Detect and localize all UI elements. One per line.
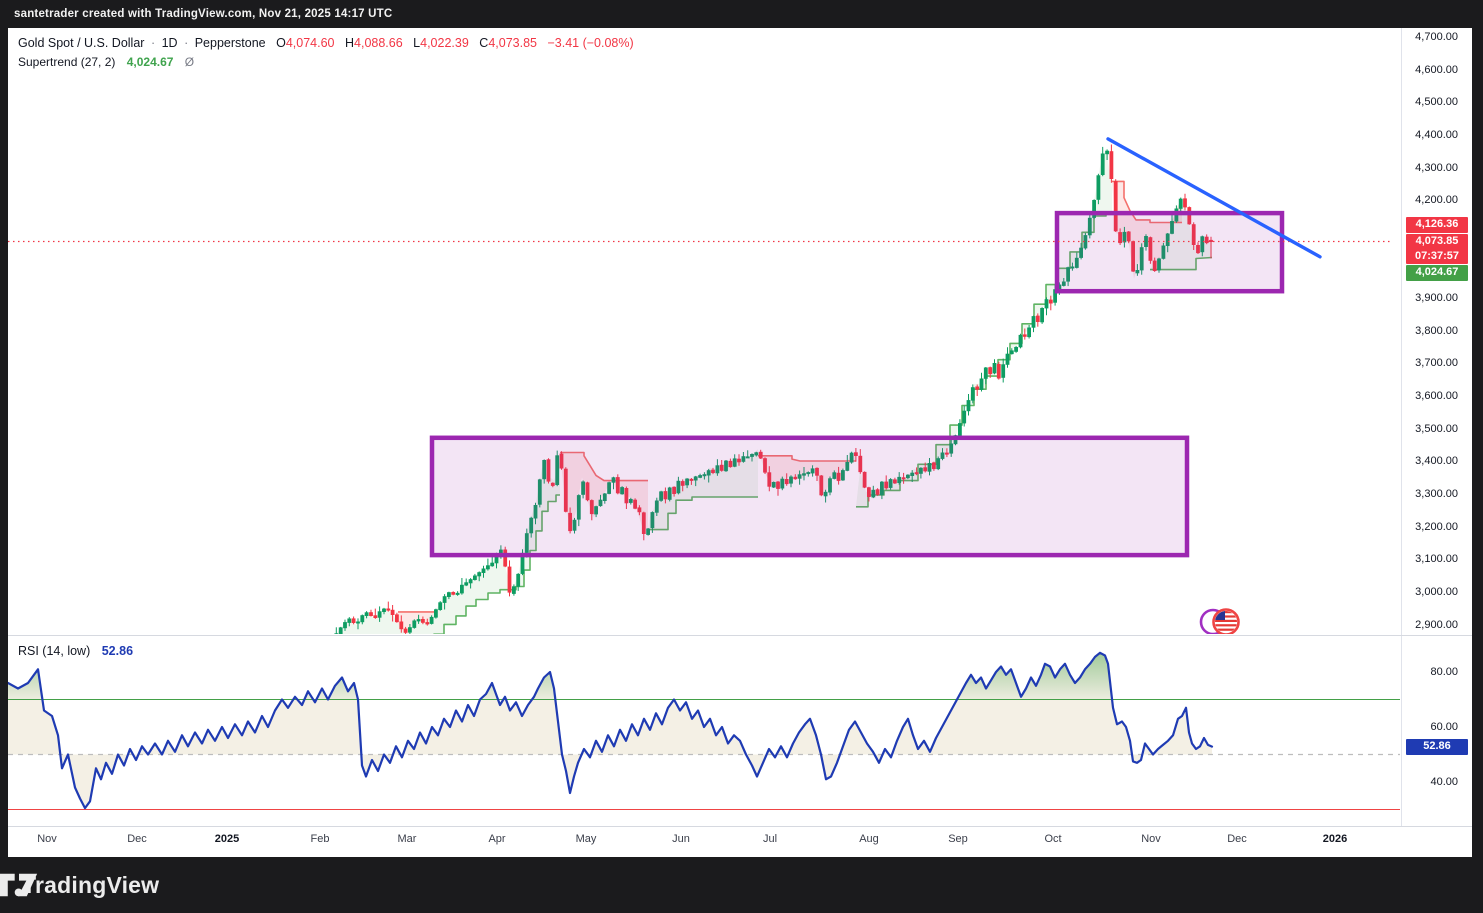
price-axis-label: 4,500.00 [1415, 96, 1458, 108]
price-axis-label: 3,500.00 [1415, 423, 1458, 435]
time-axis-label: Nov [1141, 833, 1161, 845]
economic-event-flag-icon[interactable] [1199, 608, 1240, 635]
separator: · [150, 36, 156, 50]
legend: Gold Spot / U.S. Dollar · 1D · Peppersto… [18, 34, 634, 72]
time-axis-label: 2026 [1322, 833, 1348, 845]
rsi-pane-canvas[interactable] [8, 637, 1472, 827]
price-axis-label: 3,600.00 [1415, 390, 1458, 402]
rsi-value: 52.86 [101, 644, 134, 658]
chart-shell: Gold Spot / U.S. Dollar · 1D · Peppersto… [8, 28, 1472, 857]
attribution-bar: santetrader created with TradingView.com… [0, 0, 1483, 28]
price-axis-label: 3,900.00 [1415, 292, 1458, 304]
time-axis-label: Nov [37, 833, 57, 845]
drawn-rectangle[interactable] [429, 435, 1190, 558]
supertrend-row[interactable]: Supertrend (27, 2) 4,024.67 Ø [18, 53, 634, 72]
low-label: L [413, 36, 421, 50]
rsi-axis-label: 80.00 [1430, 666, 1458, 678]
price-axis-label: 2,900.00 [1415, 619, 1458, 631]
high-label: H [344, 36, 355, 50]
time-axis[interactable]: Nov Dec 2025 Feb Mar Apr May Jun Jul Aug Sep Oct Nov… [8, 827, 1472, 857]
price-axis-label: 3,200.00 [1415, 521, 1458, 533]
rsi-axis-label: 40.00 [1430, 776, 1458, 788]
price-axis-label: 3,100.00 [1415, 553, 1458, 565]
time-axis-label: Oct [1044, 833, 1062, 845]
open-label: O [276, 36, 286, 50]
change-value: −3.41 (−0.08%) [547, 36, 634, 50]
price-axis-label: 4,600.00 [1415, 64, 1458, 76]
close-value: 4,073.85 [488, 36, 537, 50]
time-axis-divider [8, 826, 1472, 827]
footer-bar: TradingView [0, 857, 1483, 913]
drawn-rectangle[interactable] [1054, 210, 1285, 294]
tradingview-logo-icon [0, 873, 38, 897]
supertrend-price-badge: 4,024.67 [1406, 265, 1468, 281]
time-axis-label: Dec [127, 833, 147, 845]
supertrend-value: 4,024.67 [126, 55, 174, 69]
time-axis-label: Jul [762, 833, 778, 845]
attribution-text: santetrader created with TradingView.com… [14, 8, 393, 20]
tradingview-logo[interactable]: TradingView [0, 871, 160, 899]
pane-divider [8, 635, 1472, 636]
rsi-overbought-fill [8, 652, 1212, 700]
time-axis-label: Sep [948, 833, 968, 845]
supertrend-suffix-icon: Ø [184, 55, 195, 69]
rsi-band-fill [8, 652, 1212, 809]
rsi-axis-label: 60.00 [1430, 721, 1458, 733]
time-axis-label: May [575, 833, 597, 845]
tradingview-logo-text: TradingView [22, 871, 160, 898]
close-label: C [479, 36, 489, 50]
price-axis-label: 4,700.00 [1415, 31, 1458, 43]
time-axis-label: Feb [310, 833, 330, 845]
time-axis-label: Dec [1227, 833, 1247, 845]
candles-up [334, 146, 1205, 634]
price-axis-label: 3,300.00 [1415, 488, 1458, 500]
price-pane-canvas[interactable] [8, 28, 1472, 635]
price-axis-separator [1401, 28, 1402, 857]
time-axis-label: Apr [488, 833, 506, 845]
price-badge: 4,126.36 [1406, 217, 1468, 233]
time-axis-label: 2025 [214, 833, 240, 845]
broker: Pepperstone [194, 36, 266, 50]
rsi-legend-row[interactable]: RSI (14, low) 52.86 [18, 644, 133, 658]
price-axis-label: 3,800.00 [1415, 325, 1458, 337]
supertrend-name: Supertrend (27, 2) [18, 55, 116, 69]
trend-line[interactable] [1106, 137, 1322, 259]
low-value: 4,022.39 [420, 36, 469, 50]
symbol-row[interactable]: Gold Spot / U.S. Dollar · 1D · Peppersto… [18, 34, 634, 53]
price-axis-label: 4,400.00 [1415, 129, 1458, 141]
last-price-badge: 4,073.85 07:37:57 [1406, 234, 1468, 264]
high-value: 4,088.66 [354, 36, 403, 50]
interval: 1D [161, 36, 178, 50]
open-value: 4,074.60 [285, 36, 335, 50]
rsi-line [8, 651, 1214, 810]
candles-down [351, 144, 1213, 634]
price-axis-label: 3,700.00 [1415, 357, 1458, 369]
price-axis-label: 4,200.00 [1415, 194, 1458, 206]
time-axis-label: Aug [859, 833, 879, 845]
rsi-value-badge: 52.86 [1406, 739, 1468, 755]
separator: · [184, 36, 189, 50]
price-axis-label: 4,300.00 [1415, 162, 1458, 174]
time-axis-label: Jun [672, 833, 690, 845]
price-axis-label: 3,400.00 [1415, 455, 1458, 467]
symbol-title: Gold Spot / U.S. Dollar [18, 36, 145, 50]
rsi-name: RSI (14, low) [18, 644, 91, 658]
price-axis-label: 3,000.00 [1415, 586, 1458, 598]
time-axis-label: Mar [397, 833, 417, 845]
